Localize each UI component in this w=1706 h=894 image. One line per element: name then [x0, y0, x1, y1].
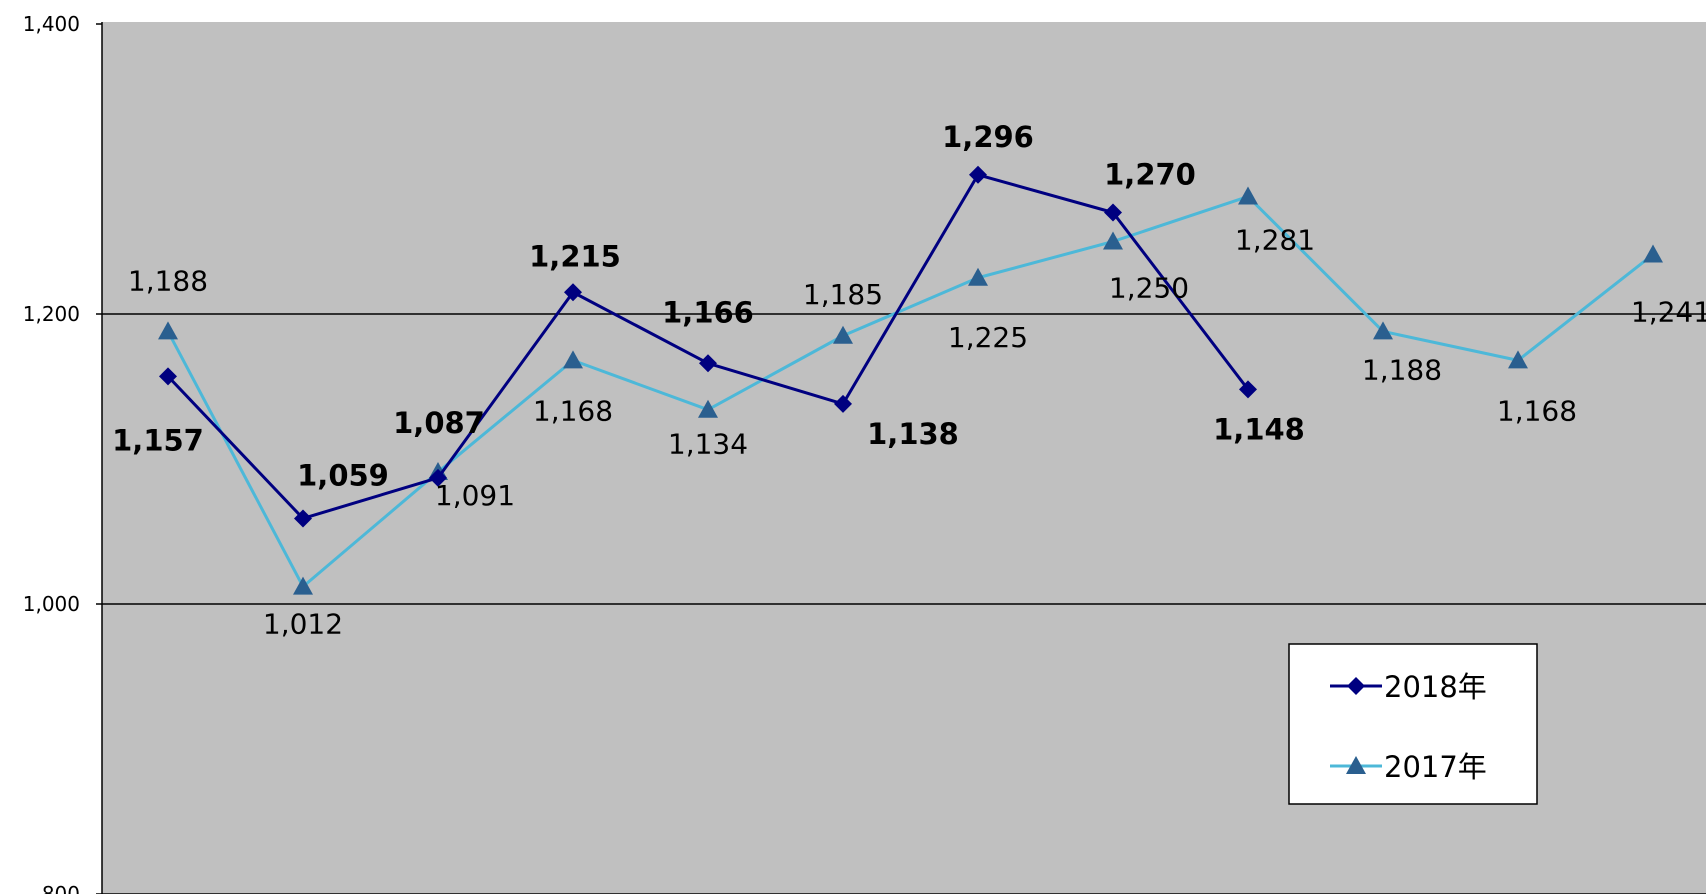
- data-label-2018: 1,296: [942, 120, 1034, 154]
- data-label-2018: 1,215: [529, 239, 621, 273]
- data-label-2017: 1,250: [1109, 272, 1189, 305]
- gridlines: [102, 313, 1706, 894]
- legend-label-2018: 2018年: [1384, 670, 1487, 704]
- data-point-triangle: [293, 576, 313, 595]
- data-point-triangle: [1508, 350, 1528, 369]
- legend-triangle-icon: [1346, 756, 1366, 774]
- series-layer: [158, 165, 1663, 595]
- data-label-2017: 1,012: [263, 608, 343, 641]
- legend-box: [1288, 643, 1538, 805]
- data-point-diamond: [294, 509, 312, 528]
- series-line-2017年: [166, 195, 1654, 589]
- data-label-2017: 1,185: [803, 278, 883, 311]
- data-label-2018: 1,157: [112, 423, 204, 457]
- legend-item-2018: 2018年: [1330, 670, 1487, 704]
- data-point-triangle: [1238, 186, 1258, 205]
- data-point-diamond: [429, 468, 447, 487]
- data-point-diamond: [699, 354, 717, 373]
- data-point-triangle: [563, 350, 583, 369]
- data-label-2017: 1,188: [1362, 353, 1442, 386]
- data-label-2018: 1,138: [867, 417, 959, 451]
- legend-diamond-icon: [1347, 677, 1365, 695]
- data-point-diamond: [564, 283, 582, 302]
- data-labels: 1,188 1,012 1,091 1,168 1,134 1,185 1,225 1,250…: [112, 120, 1706, 641]
- data-point-diamond: [1239, 380, 1257, 399]
- data-point-diamond: [159, 367, 177, 386]
- data-label-2017: 1,134: [668, 428, 748, 461]
- data-point-triangle: [698, 399, 718, 418]
- data-point-triangle: [833, 325, 853, 344]
- data-label-2017: 1,281: [1235, 224, 1315, 257]
- data-label-2017: 1,168: [1497, 394, 1577, 427]
- data-label-2018: 1,087: [393, 406, 485, 440]
- y-tick-label: 1,200: [23, 302, 80, 326]
- legend-label-2017: 2017年: [1384, 750, 1487, 784]
- y-tick-label: 1,400: [23, 12, 80, 36]
- data-label-2017: 1,168: [533, 394, 613, 427]
- data-point-diamond: [834, 394, 852, 413]
- y-tick-label: 1,000: [23, 592, 80, 616]
- data-label-2018: 1,270: [1104, 158, 1196, 192]
- data-label-2017: 1,188: [128, 264, 208, 297]
- legend-item-2017: 2017年: [1330, 750, 1487, 784]
- data-point-diamond: [969, 165, 987, 184]
- data-point-triangle: [1643, 244, 1663, 263]
- data-label-2017: 1,241: [1631, 296, 1706, 329]
- data-point-triangle: [1373, 321, 1393, 340]
- data-point-triangle: [1103, 231, 1123, 250]
- y-tick-label: 800: [42, 882, 80, 894]
- data-label-2017: 1,091: [435, 479, 515, 512]
- y-axis-ticks: 800 1,000 1,200 1,400: [23, 12, 102, 894]
- legend: 2018年 2017年: [1288, 643, 1538, 805]
- data-label-2018: 1,166: [662, 295, 754, 329]
- data-label-2018: 1,148: [1213, 412, 1305, 446]
- data-point-triangle: [968, 267, 988, 286]
- data-label-2017: 1,225: [948, 321, 1028, 354]
- data-label-2018: 1,059: [297, 458, 389, 492]
- data-point-diamond: [1104, 203, 1122, 222]
- data-point-triangle: [158, 321, 178, 340]
